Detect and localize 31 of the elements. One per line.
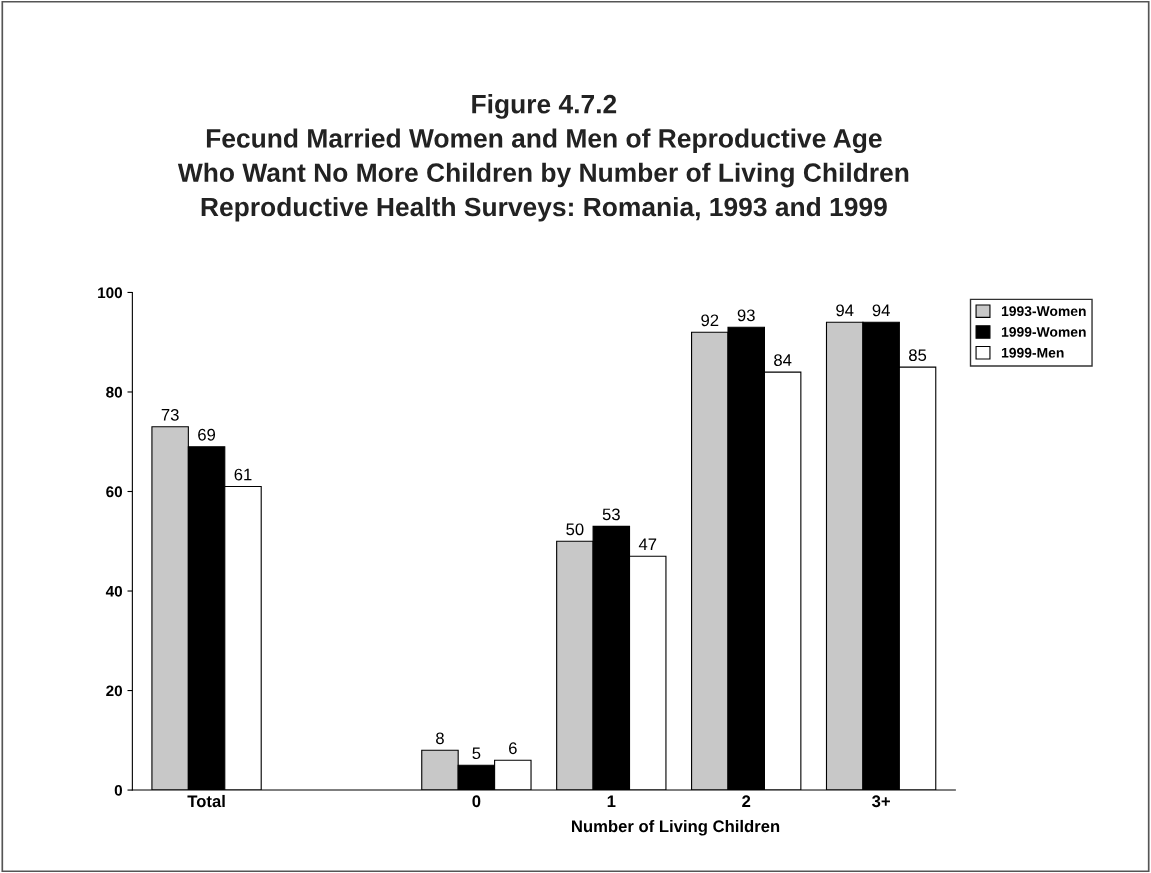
y-tick-label: 0 (114, 784, 123, 796)
data-label: 8 (436, 732, 444, 745)
chart-title: Figure 4.7.2 Fecund Married Women and Men of Reproductive Age Who Want No More Children by Number of Living Children Reproductive Health Surveys: Romania, 1993 and 1999 (177, 94, 909, 222)
data-label: 53 (602, 508, 620, 521)
data-label: 69 (198, 428, 216, 441)
data-label: 92 (701, 314, 719, 327)
legend-label: 1999-Women (1001, 327, 1086, 337)
data-label: 94 (872, 304, 890, 317)
y-tick-label: 100 (98, 287, 123, 299)
data-label: 50 (566, 523, 584, 536)
data-label: 6 (509, 742, 517, 755)
data-label: 47 (638, 538, 657, 550)
data-label: 84 (774, 354, 792, 366)
x-axis-title: Number of Living Children (572, 819, 780, 836)
data-label: 73 (161, 408, 179, 421)
x-tick-label: 2 (742, 795, 751, 807)
data-label: 94 (836, 304, 854, 317)
legend-label: 1993-Women (1001, 306, 1086, 317)
y-tick-label: 40 (105, 585, 123, 597)
x-tick-label: 3+ (872, 795, 890, 808)
y-tick-label: 80 (106, 386, 123, 398)
data-label: 85 (909, 349, 927, 362)
x-tick-label: 1 (607, 795, 616, 807)
data-label: 5 (472, 747, 481, 760)
y-tick-label: 20 (106, 685, 123, 697)
data-label: 61 (234, 468, 252, 481)
legend-label: 1999-Men (1001, 347, 1064, 358)
x-tick-label: Total (187, 794, 225, 808)
y-tick-label: 60 (106, 486, 123, 498)
data-label: 93 (737, 309, 755, 322)
x-tick-label: 0 (472, 795, 481, 808)
